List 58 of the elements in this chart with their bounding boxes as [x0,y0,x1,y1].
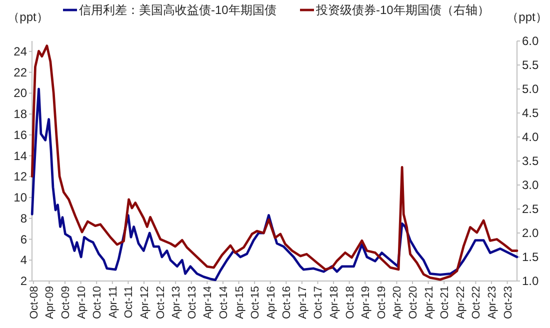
x-tick-label: Oct-08 [28,286,40,320]
x-tick-label: Apr-20 [392,286,404,320]
y-tick-label: 10 [14,190,28,205]
x-tick-label: Oct-10 [92,286,104,320]
y-tick-label: 2 [20,274,28,288]
x-tick-label: Apr-11 [107,286,120,318]
x-tick-label: Apr-18 [328,286,341,320]
y-tick-label: 18 [14,107,28,122]
y2-tick-label: 1.0 [522,274,540,288]
x-tick-label: Oct-19 [376,286,388,320]
x-tick-label: Oct-09 [60,286,72,320]
x-tick-label: Oct-20 [408,286,420,320]
x-tick-label: Oct-22 [470,286,483,320]
y-tick-label: 14 [14,148,28,163]
y2-tick-label: 4.5 [522,106,540,120]
y2-tick-label: 6.0 [522,34,540,48]
y-tick-label: 16 [14,128,28,142]
x-tick-label: Oct-13 [186,286,198,320]
x-tick-label: Apr-19 [360,286,372,320]
x-tick-label: Oct-14 [218,286,230,320]
y2-axis-title: （ppt） [506,10,548,24]
y2-tick-label: 5.5 [522,58,540,72]
x-tick-label: Apr-13 [170,286,183,320]
x-tick-label: Apr-21 [423,286,436,320]
y2-tick-label: 1.5 [522,250,540,264]
x-tick-label: Oct-11 [123,286,136,318]
y-tick-label: 4 [20,253,28,268]
y2-tick-label: 5.0 [522,82,540,96]
x-tick-label: Apr-22 [454,286,467,320]
y-tick-label: 6 [20,232,28,246]
x-tick-label: Oct-15 [250,286,262,320]
x-tick-label: Oct-18 [344,286,356,320]
x-tick-label: Apr-15 [234,286,246,320]
legend-label: 投资级债券-10年期国债（右轴） [315,3,490,17]
y-tick-label: 20 [14,86,28,100]
legend-label: 信用利差：美国高收益债-10年期国债 [79,3,276,17]
x-tick-label: Oct-17 [312,286,325,320]
x-tick-label: Apr-12 [138,286,151,320]
x-tick-label: Apr-09 [44,286,56,320]
y2-tick-label: 3.0 [522,178,540,192]
y-tick-label: 24 [14,44,28,58]
x-tick-label: Oct-23 [502,286,514,320]
x-tick-label: Apr-17 [296,286,309,320]
x-tick-label: Oct-21 [439,286,452,320]
x-tick-label: Oct-12 [154,286,167,320]
y2-tick-label: 2.0 [522,226,540,240]
y2-tick-label: 3.5 [522,154,540,168]
y-tick-label: 12 [14,170,28,184]
x-tick-label: Apr-23 [486,286,498,320]
y-axis-title: （ppt） [8,10,48,24]
x-tick-label: Apr-10 [76,286,88,320]
y2-tick-label: 4.0 [522,130,540,144]
y-tick-label: 22 [14,65,28,80]
x-tick-label: Apr-14 [202,286,214,320]
x-tick-label: Oct-16 [281,286,294,320]
y-tick-label: 8 [20,211,28,226]
x-tick-label: Apr-16 [265,286,278,320]
y2-tick-label: 2.5 [522,202,540,216]
